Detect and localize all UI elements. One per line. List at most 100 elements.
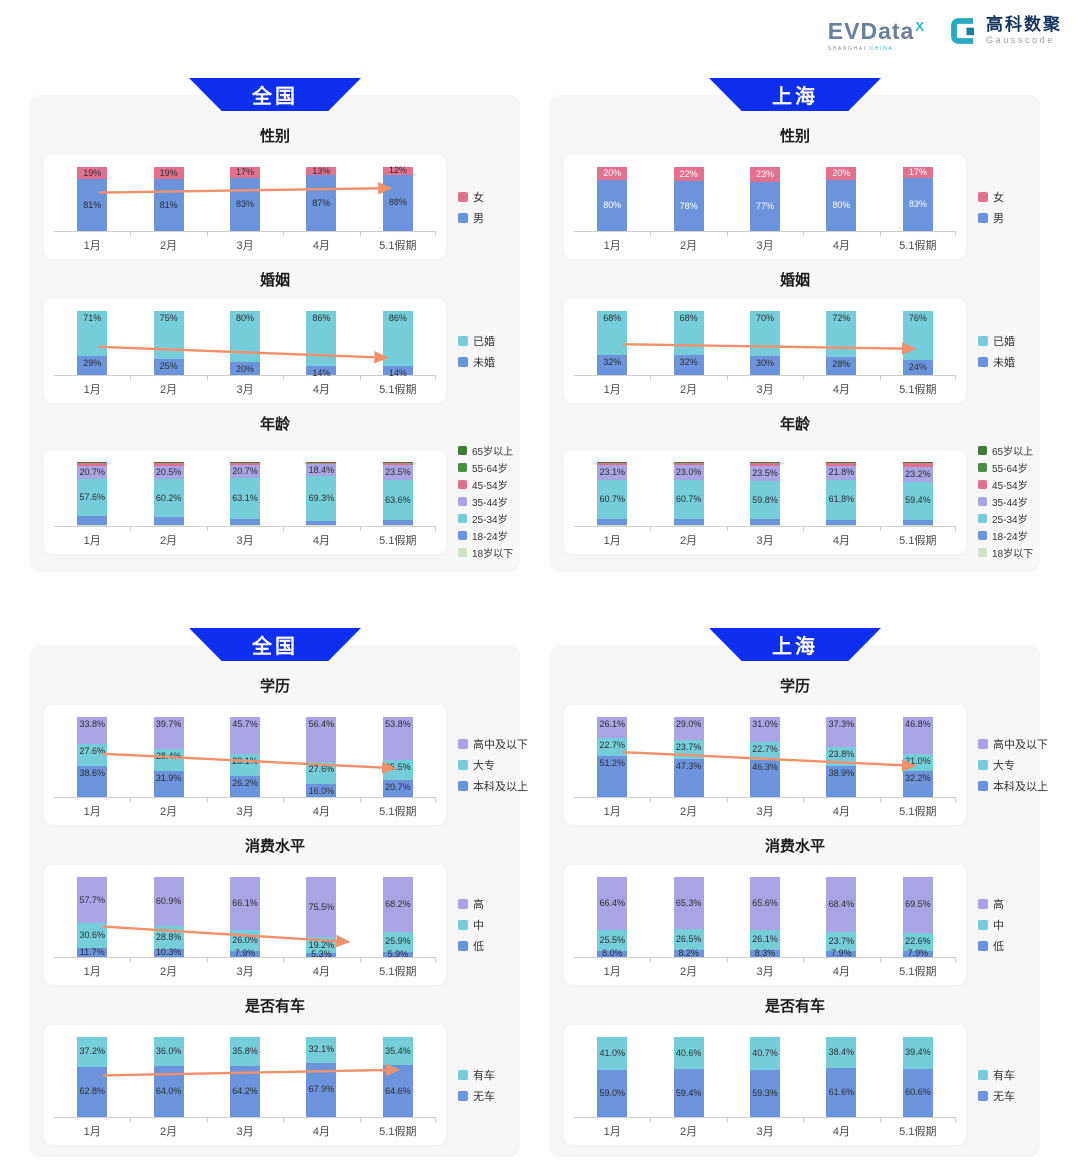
- stacked-bar: 63.6% 23.5%: [382, 461, 413, 526]
- bar-value-label: 24%: [908, 361, 927, 372]
- legend-item: 65岁以上: [458, 443, 536, 458]
- bar-segment: 8.3%: [750, 949, 781, 958]
- bar-value-label: 38.4%: [828, 1046, 855, 1057]
- chart-shanghai-gender: 性别 80% 20% 78% 22% 77% 23% 80% 20% 83% 17% 1月 2月 3月 4月…: [564, 125, 1026, 259]
- bar-segment: 25.5%: [382, 760, 413, 781]
- bar-value-label: 59.8%: [752, 494, 778, 505]
- bar-segment: 75.5%: [306, 877, 337, 938]
- stacked-bar: 14% 86%: [306, 311, 337, 378]
- bar-column: 25% 75%: [130, 311, 206, 375]
- bar-value-label: 21.0%: [905, 756, 931, 767]
- stacked-bar: 20.7% 25.5% 53.8%: [382, 717, 413, 797]
- stacked-bar: 26.2% 28.1% 45.7%: [230, 717, 261, 797]
- bar-value-label: 26.1%: [599, 719, 625, 730]
- bar-value-label: 60.2%: [155, 492, 182, 503]
- legend-swatch: [458, 446, 467, 455]
- legend-swatch: [978, 356, 988, 367]
- bar-value-label: 25.9%: [385, 936, 411, 947]
- stacked-bar: 16.0% 27.6% 56.4%: [306, 717, 337, 797]
- x-axis: 1月 2月 3月 4月 5.1假期: [574, 525, 957, 548]
- chart-panel: 59.0% 41.0% 59.4% 40.6% 59.3% 40.7% 61.6% 38.4%…: [564, 1025, 966, 1145]
- x-tick-label: 2月: [130, 798, 206, 819]
- chart-panel: 8.0% 25.5% 66.4% 8.2% 26.5% 65.3% 8.3% 26.1% 65.…: [564, 865, 966, 985]
- stacked-bar: 11.7% 30.6% 57.7%: [77, 877, 108, 957]
- legend-label: 大专: [473, 760, 495, 772]
- bar-segment: 37.3%: [826, 717, 857, 747]
- bar-segment: 23.0%: [673, 465, 704, 480]
- x-tick-label: 3月: [206, 958, 283, 979]
- region-banner: 上海: [709, 628, 881, 661]
- x-axis: 1月 2月 3月 4月 5.1假期: [574, 797, 957, 819]
- bar-value-label: 12%: [388, 165, 407, 176]
- x-axis: 1月 2月 3月 4月 5.1假期: [54, 797, 437, 819]
- bar-segment: 8.2%: [673, 949, 704, 958]
- bar-segment: 22.6%: [902, 932, 933, 951]
- bar-value-label: 30%: [756, 357, 775, 368]
- bar-value-label: 60.7%: [599, 494, 625, 505]
- bar-value-label: 59.0%: [599, 1087, 625, 1098]
- x-tick-label: 1月: [83, 384, 101, 396]
- gausscode-en-name: Gausscode: [986, 34, 1055, 45]
- x-axis: 1月 2月 3月 4月 5.1假期: [574, 1117, 957, 1139]
- bar-value-label: 68.4%: [828, 898, 855, 909]
- bar-value-label: 22.6%: [905, 936, 931, 947]
- x-tick-label: 3月: [726, 798, 803, 819]
- bar-segment: 32%: [597, 354, 628, 375]
- chart-plot-area: 8.0% 25.5% 66.4% 8.2% 26.5% 65.3% 8.3% 26.1% 65.…: [574, 877, 956, 959]
- bar-segment: [153, 462, 184, 466]
- bar-column: 5.3% 19.2% 75.5%: [283, 877, 359, 959]
- bar-value-label: 46.3%: [752, 761, 778, 772]
- bar-segment: [750, 519, 781, 526]
- bar-value-label: 86%: [388, 313, 407, 324]
- bar-segment: 23.1%: [597, 465, 628, 481]
- bar-column: 8.2% 26.5% 65.3%: [650, 877, 726, 958]
- chart-title: 性别: [779, 128, 810, 145]
- bar-value-label: 20.7%: [385, 782, 411, 793]
- bar-segment: 65.6%: [750, 877, 781, 930]
- chart-plot-area: 57.6% 20.7% 60.2% 20.5% 63.1% 20.7% 69.3% 18.4%…: [54, 461, 436, 526]
- stacked-bar: 59.3% 40.7%: [750, 1037, 781, 1117]
- chart-national-education: 学历 38.6% 27.6% 33.8% 31.9% 28.4% 39.7% 26.2% 28.…: [44, 675, 528, 825]
- region-banner: 全国: [189, 78, 361, 111]
- chart-panel-row: 57.6% 20.7% 60.2% 20.5% 63.1% 20.7% 69.3% 18.4%…: [44, 443, 513, 560]
- chart-panel-row: 80% 20% 78% 22% 77% 23% 80% 20% 83% 17% 1月 2月 3月 4月 5.…: [564, 155, 1026, 259]
- bar-segment: 22.7%: [750, 741, 781, 760]
- x-tick-label: 2月: [650, 958, 726, 979]
- legend-swatch: [978, 191, 988, 202]
- stacked-bar: 59.0% 41.0%: [597, 1037, 628, 1117]
- bar-value-label: 7.9%: [907, 948, 929, 959]
- bar-segment: 26.5%: [673, 929, 704, 951]
- bar-value-label: 7.9%: [234, 948, 256, 959]
- bar-segment: 62.8%: [77, 1066, 108, 1117]
- legend-swatch: [458, 781, 468, 791]
- stacked-bar: 59.8% 23.5%: [750, 461, 781, 526]
- legend-item: 未婚: [978, 354, 1056, 370]
- bar-value-label: 16.0%: [308, 786, 335, 797]
- chart-title: 是否有车: [244, 998, 305, 1015]
- gausscode-g-icon: [951, 18, 974, 44]
- x-tick-label: 3月: [206, 1118, 283, 1139]
- legend-swatch: [458, 480, 467, 489]
- bar-value-label: 47.3%: [675, 761, 702, 772]
- bar-segment: 76%: [902, 311, 933, 360]
- bar-column: 64.0% 36.0%: [130, 1037, 206, 1117]
- bar-value-label: 59.4%: [905, 495, 931, 506]
- legend-swatch: [978, 446, 987, 455]
- bar-column: 32.2% 21.0% 46.8%: [880, 717, 956, 797]
- legend-item: 18-24岁: [978, 528, 1056, 543]
- bar-value-label: 59.3%: [752, 1087, 778, 1098]
- bar-value-label: 23.8%: [828, 748, 855, 759]
- legend-label: 18岁以下: [472, 549, 514, 560]
- chart-legend: 有车 无车: [978, 1067, 1056, 1104]
- legend-swatch: [978, 920, 988, 930]
- x-tick-label: 4月: [283, 798, 359, 819]
- bar-segment: 70%: [750, 311, 781, 356]
- bar-value-label: 23.7%: [828, 935, 855, 946]
- legend-swatch: [978, 739, 988, 749]
- bar-value-label: 14%: [388, 368, 407, 379]
- bar-segment: 57.7%: [77, 877, 108, 924]
- bar-value-label: 39.4%: [905, 1047, 931, 1058]
- chart-plot-area: 62.8% 37.2% 64.0% 36.0% 64.2% 35.8% 67.9% 32.1%…: [54, 1037, 436, 1117]
- legend-label: 45-54岁: [992, 481, 1028, 492]
- chart-panel-row: 60.7% 23.1% 60.7% 23.0% 59.8% 23.5% 61.8% 21.8%…: [564, 443, 1033, 560]
